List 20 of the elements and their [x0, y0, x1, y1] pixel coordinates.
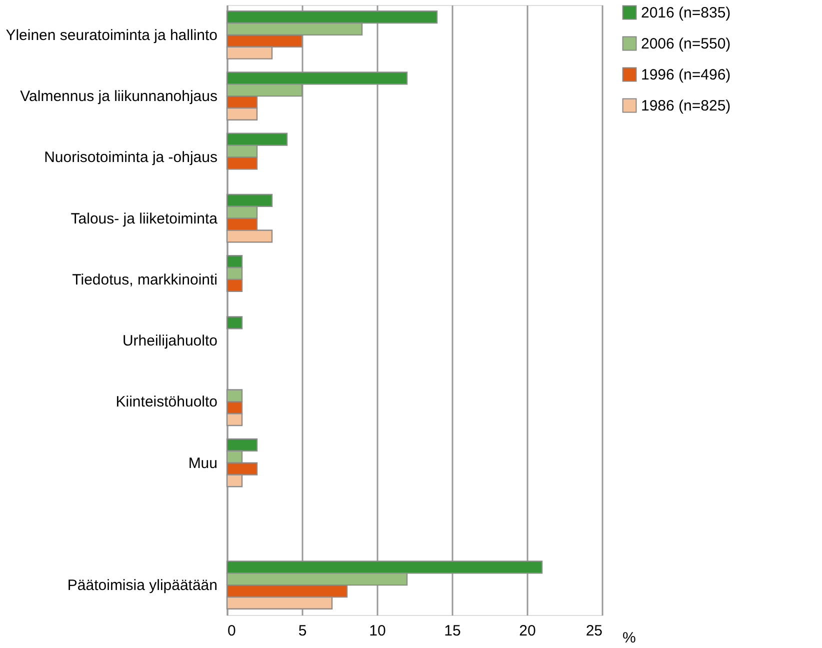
x-tick-label: 5 — [298, 622, 307, 640]
y-tick-label: Kiinteistöhuolto — [116, 394, 218, 411]
y-tick-label: Päätoimisia ylipäätään — [67, 577, 218, 594]
legend-label: 1996 (n=496) — [641, 66, 731, 84]
legend-label: 2006 (n=550) — [641, 36, 731, 52]
x-axis-title: % — [622, 630, 636, 646]
y-tick-label: Tiedotus, markkinointi — [72, 271, 218, 288]
x-tick-label: 10 — [369, 622, 386, 640]
y-tick-label: Valmennus ja liikunnanohjaus — [20, 88, 218, 106]
x-tick-label: 20 — [519, 622, 536, 640]
y-tick-label: Talous- ja liiketoiminta — [70, 210, 218, 228]
legend-label: 1986 (n=825) — [641, 98, 731, 114]
legend-label: 2016 (n=835) — [641, 4, 731, 22]
y-tick-label: Urheilijahuolto — [122, 332, 218, 350]
x-tick-label: 25 — [586, 622, 602, 640]
y-tick-label: Muu — [188, 454, 218, 472]
y-tick-label: Yleinen seuratoiminta ja hallinto — [6, 26, 218, 44]
x-tick-label: 0 — [228, 622, 236, 640]
y-tick-label: Nuorisotoiminta ja -ohjaus — [44, 149, 218, 166]
x-tick-label: 15 — [444, 622, 461, 640]
